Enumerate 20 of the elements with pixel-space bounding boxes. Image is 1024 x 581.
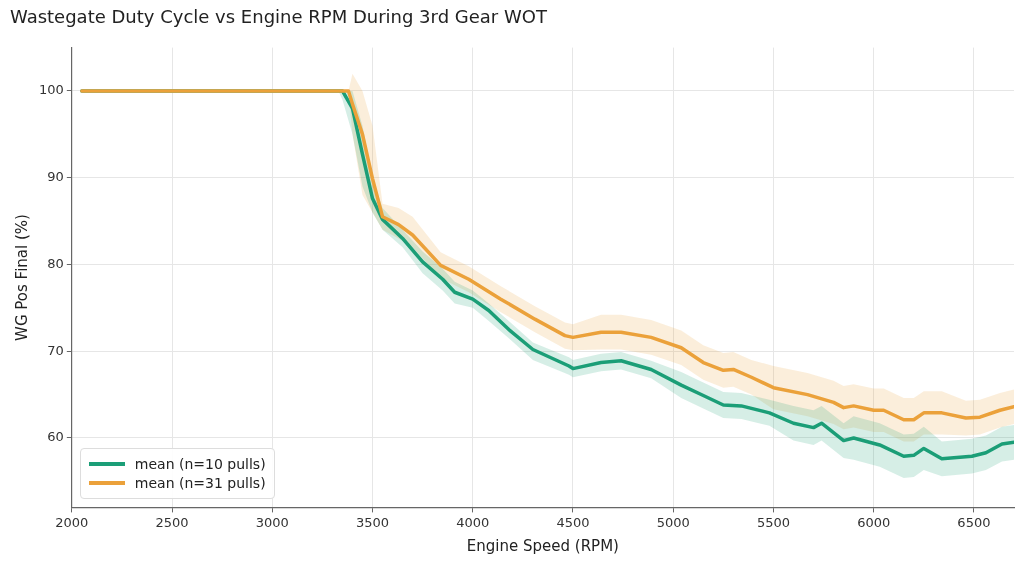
y-tick-label: 70	[47, 342, 64, 358]
x-tick-label: 2500	[155, 514, 189, 530]
x-tick-label: 4000	[456, 514, 490, 530]
y-tick-label: 60	[47, 429, 64, 445]
legend-label: mean (n=31 pulls)	[134, 475, 266, 492]
x-tick-label: 3000	[255, 514, 289, 530]
x-tick-label: 4500	[556, 514, 590, 530]
x-tick-label: 5000	[656, 514, 690, 530]
y-tick-label: 90	[47, 169, 64, 185]
x-tick-label: 2000	[55, 514, 89, 530]
legend-label: mean (n=10 pulls)	[134, 456, 266, 473]
y-axis-title: WG Pos Final (%)	[12, 214, 31, 341]
x-axis-title: Engine Speed (RPM)	[466, 536, 619, 555]
y-tick-label: 100	[38, 82, 64, 98]
x-tick-label: 6000	[857, 514, 891, 530]
x-tick-label: 3500	[355, 514, 390, 530]
y-tick-label: 80	[47, 255, 64, 271]
chart-title: Wastegate Duty Cycle vs Engine RPM During 3rd Gear WOT	[10, 6, 548, 28]
x-tick-label: 5500	[756, 514, 790, 530]
x-tick-label: 6500	[957, 514, 991, 530]
